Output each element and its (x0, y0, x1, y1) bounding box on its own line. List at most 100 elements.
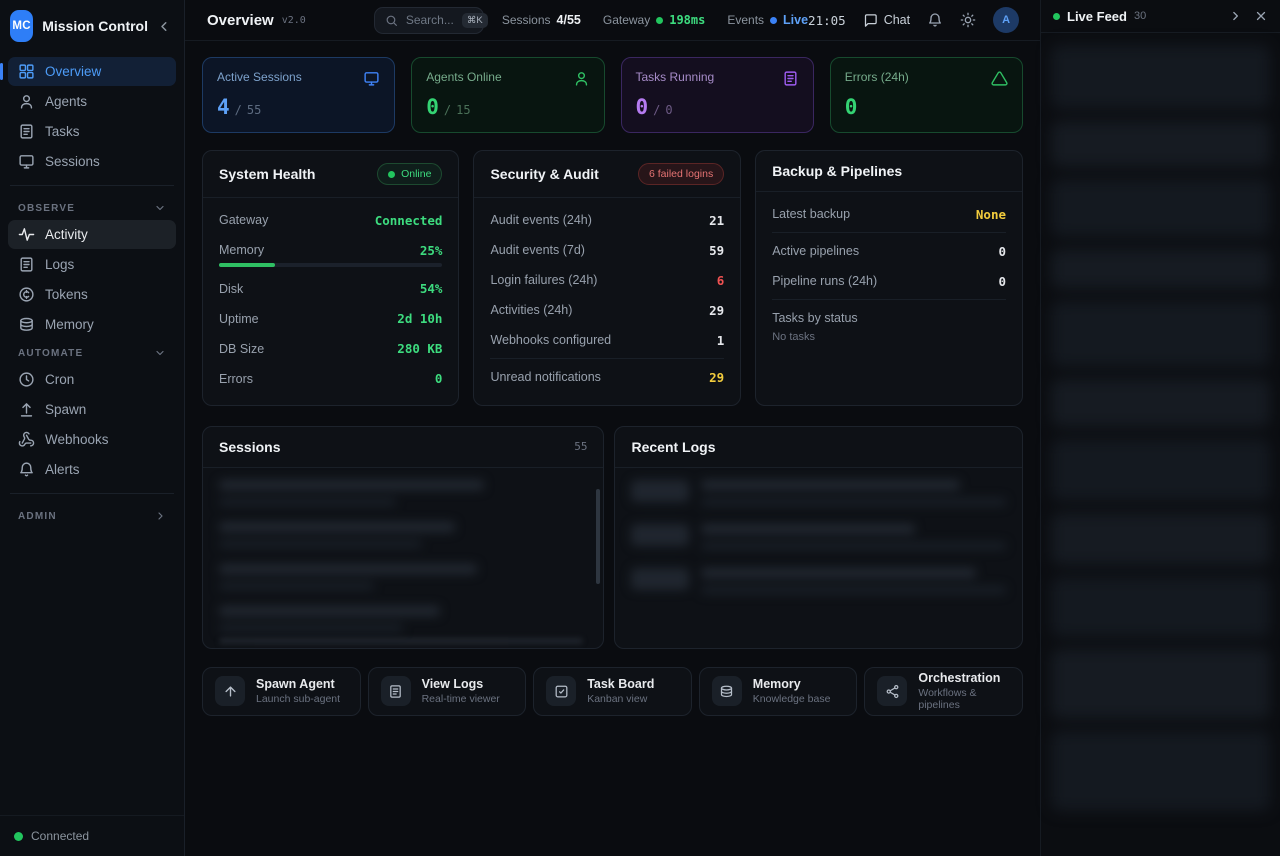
topbar: Overview v2.0 Search... ⌘K Sessions 4/55… (185, 0, 1040, 41)
notifications-button[interactable] (927, 12, 943, 28)
stat-card-label: Active Sessions (217, 70, 302, 84)
view-logs-button[interactable]: View Logs Real-time viewer (367, 666, 527, 716)
redacted-text (219, 637, 584, 644)
sidebar-item-webhooks[interactable]: Webhooks (8, 425, 176, 454)
session-row-redacted (219, 605, 587, 632)
stat-card-total: 55 (246, 103, 262, 117)
events-status-label: Events (727, 13, 765, 27)
search-shortcut-badge: ⌘K (461, 12, 488, 28)
sidebar-item-overview[interactable]: Overview (0, 57, 176, 86)
row-value: 54% (419, 281, 443, 296)
row-value: 2d 10h (397, 311, 443, 326)
stat-card-total: 0 (665, 103, 673, 117)
session-row-redacted (219, 479, 587, 506)
row-value: 29 (709, 369, 725, 385)
stat-card-active-sessions[interactable]: Active Sessions 4 / 55 (202, 57, 396, 133)
online-badge: Online (377, 163, 443, 185)
spawn-agent-button[interactable]: Spawn Agent Launch sub-agent (202, 666, 361, 716)
document-icon (18, 256, 35, 273)
status-dot-icon (388, 170, 396, 178)
sidebar-item-alerts[interactable]: Alerts (8, 455, 176, 484)
webhook-icon (18, 431, 35, 448)
sidebar-section-admin[interactable]: ADMIN (8, 503, 176, 527)
health-row-memory: Memory 25% (219, 235, 442, 262)
theme-toggle-button[interactable] (960, 12, 976, 28)
stat-card-tasks-running[interactable]: Tasks Running 0 / 0 (620, 57, 814, 133)
memory-progress-bar (219, 262, 443, 267)
row-value: 21 (709, 212, 725, 228)
arrow-up-icon (215, 676, 245, 706)
sessions-count: 55 (574, 440, 588, 453)
audit-row: Audit events (24h) 21 (490, 205, 724, 235)
status-dot-icon (656, 16, 664, 24)
chat-bubble-icon (863, 13, 878, 28)
sidebar-item-tasks[interactable]: Tasks (8, 117, 176, 146)
health-row-uptime: Uptime 2d 10h (219, 304, 442, 334)
sessions-status: Sessions 4/55 (502, 13, 581, 27)
action-title: Spawn Agent (256, 676, 335, 691)
panel-title: Backup & Pipelines (772, 163, 903, 179)
divider (10, 493, 174, 494)
action-subtitle: Workflows & pipelines (918, 687, 977, 712)
close-icon (1254, 9, 1268, 23)
sidebar-item-sessions[interactable]: Sessions (8, 147, 176, 176)
divider (772, 299, 1006, 300)
live-feed-panel: Live Feed 30 (1040, 0, 1280, 856)
action-title: Memory (752, 676, 801, 691)
online-badge-label: Online (401, 168, 432, 180)
sessions-panel: Sessions 55 (202, 425, 605, 649)
sun-icon (960, 12, 976, 28)
chat-button[interactable]: Chat (863, 13, 910, 28)
sidebar-collapse-button[interactable] (157, 19, 172, 34)
row-value: 59 (709, 242, 725, 258)
sidebar-item-logs[interactable]: Logs (8, 250, 176, 279)
sidebar-item-activity[interactable]: Activity (8, 220, 176, 249)
sidebar-section-observe[interactable]: OBSERVE (8, 195, 176, 219)
sidebar-item-tokens[interactable]: Tokens (8, 280, 176, 309)
main-area: Overview v2.0 Search... ⌘K Sessions 4/55… (185, 0, 1040, 856)
database-icon (711, 676, 742, 706)
sidebar-item-memory[interactable]: Memory (8, 310, 176, 339)
stat-card-agents-online[interactable]: Agents Online 0 / 15 (411, 57, 605, 133)
memory-button[interactable]: Memory Knowledge base (698, 666, 858, 716)
sidebar-item-label: Sessions (45, 154, 100, 169)
app-logo: MC (10, 10, 34, 42)
row-value: Connected (374, 212, 443, 228)
log-row-redacted (631, 523, 1006, 550)
panel-title: System Health (219, 166, 316, 182)
chat-button-label: Chat (883, 13, 911, 27)
sidebar-item-spawn[interactable]: Spawn (8, 395, 176, 424)
scrollbar-thumb[interactable] (596, 488, 601, 584)
orchestration-button[interactable]: Orchestration Workflows & pipelines (864, 666, 1023, 716)
bell-icon (18, 461, 35, 478)
connection-status: Connected (0, 815, 184, 856)
collapse-feed-button[interactable] (1228, 9, 1242, 23)
row-label: Webhooks configured (490, 333, 612, 347)
row-label: Errors (219, 371, 254, 386)
row-value: 0 (998, 243, 1006, 259)
stat-cards-row: Active Sessions 4 / 55 Agents Online (202, 57, 1023, 133)
stat-card-errors[interactable]: Errors (24h) 0 (829, 57, 1023, 133)
search-input[interactable]: Search... ⌘K (373, 6, 488, 34)
audit-row: Webhooks configured 1 (490, 325, 724, 355)
avatar[interactable]: A (993, 7, 1020, 33)
sidebar-item-agents[interactable]: Agents (8, 87, 176, 116)
logs-list-redacted (615, 468, 1022, 624)
sidebar-section-automate[interactable]: AUTOMATE (8, 340, 176, 364)
live-feed-list-redacted (1041, 33, 1280, 856)
sidebar-item-cron[interactable]: Cron (8, 365, 176, 394)
task-board-button[interactable]: Task Board Kanban view (533, 666, 692, 716)
sidebar-item-label: Cron (45, 372, 75, 387)
clock: 21:05 (808, 12, 846, 28)
search-icon (385, 14, 398, 27)
close-feed-button[interactable] (1254, 9, 1268, 23)
action-subtitle: Knowledge base (752, 693, 831, 706)
sidebar-item-label: Activity (45, 227, 88, 242)
feed-item-redacted (1051, 379, 1270, 427)
stat-card-separator: / (443, 103, 452, 117)
status-dot-icon (14, 831, 23, 841)
topbar-right: 21:05 Chat A (808, 7, 1020, 33)
feed-item-redacted (1051, 513, 1270, 565)
row-label: Unread notifications (490, 370, 601, 384)
recent-logs-panel: Recent Logs (614, 425, 1023, 649)
